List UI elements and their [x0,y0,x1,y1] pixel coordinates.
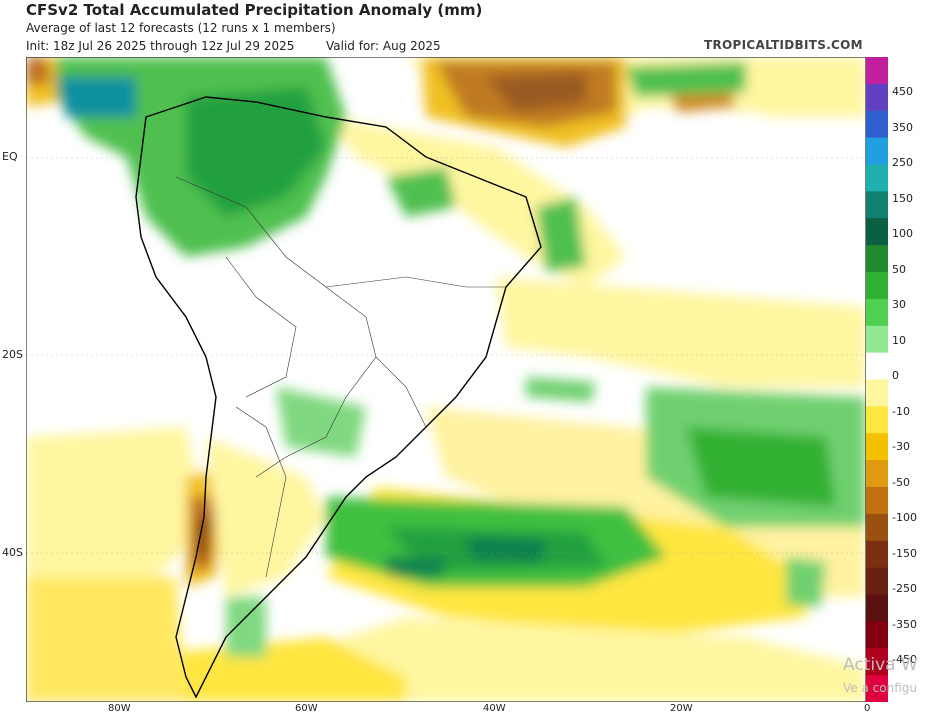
colorbar-swatch [866,164,888,192]
map-subtitle: Average of last 12 forecasts (12 runs x … [26,21,336,35]
colorbar-swatch [866,110,888,139]
graticule [26,157,866,554]
colorbar-swatch [866,137,888,166]
watermark-line1: Activa W [843,655,918,675]
colorbar-swatch [866,325,888,354]
colorbar-label: -250 [892,582,917,595]
lat-label-eq: EQ [2,150,18,163]
lon-label-20w: 20W [670,703,693,714]
colorbar-label: -450 [892,653,917,666]
colorbar-swatch [866,379,888,407]
lon-label-40w: 40W [483,703,506,714]
colorbar-swatch [866,648,888,676]
country-borders [175,176,506,578]
lat-label-40s: 40S [2,546,23,559]
map-title: CFSv2 Total Accumulated Precipitation An… [26,1,483,19]
colorbar-swatch [866,433,888,461]
lon-label-0: 0 [864,703,871,714]
colorbar-label: 0 [892,369,899,382]
colorbar-label: 150 [892,191,913,205]
colorbar-label: 50 [892,262,906,276]
colorbar-label: -10 [892,404,910,418]
colorbar-swatch [866,298,888,327]
colorbar-label: 250 [892,156,913,169]
colorbar-swatch [866,540,888,569]
colorbar-swatch [866,406,888,434]
colorbar-label: 350 [892,120,913,134]
colorbar-label: 10 [892,333,906,347]
colorbar-label: -150 [892,546,917,560]
colorbar-swatch [866,675,888,702]
colorbar-swatch [866,460,888,488]
colorbar-swatch [866,57,888,85]
colorbar-swatch [866,191,888,219]
colorbar-swatch [866,487,888,515]
valid-time: Valid for: Aug 2025 [326,39,441,53]
colorbar-label: -350 [892,617,917,631]
colorbar-label: 100 [892,227,913,240]
colorbar-label: 450 [892,85,913,98]
colorbar-label: -100 [892,511,917,524]
init-time: Init: 18z Jul 26 2025 through 12z Jul 29… [26,39,295,53]
colorbar-label: -30 [892,440,910,453]
lon-label-60w: 60W [295,703,318,714]
colorbar [866,57,888,702]
colorbar-swatch [866,352,888,381]
anomaly-field [26,57,866,702]
brand-label: TROPICALTIDBITS.COM [704,38,863,52]
precip-anomaly-map [26,57,866,702]
colorbar-swatch [866,567,888,596]
colorbar-swatch [866,272,888,300]
colorbar-swatch [866,621,888,649]
coastline [135,96,542,699]
lon-label-80w: 80W [108,703,131,714]
watermark-line2: Ve a configu [843,681,917,695]
lat-label-20s: 20S [2,348,23,361]
colorbar-label: 30 [892,298,906,311]
colorbar-swatch [866,513,888,542]
colorbar-swatch [866,245,888,273]
colorbar-swatch [866,83,888,112]
colorbar-label: -50 [892,475,910,489]
colorbar-swatch [866,218,888,246]
colorbar-swatch [866,594,888,622]
